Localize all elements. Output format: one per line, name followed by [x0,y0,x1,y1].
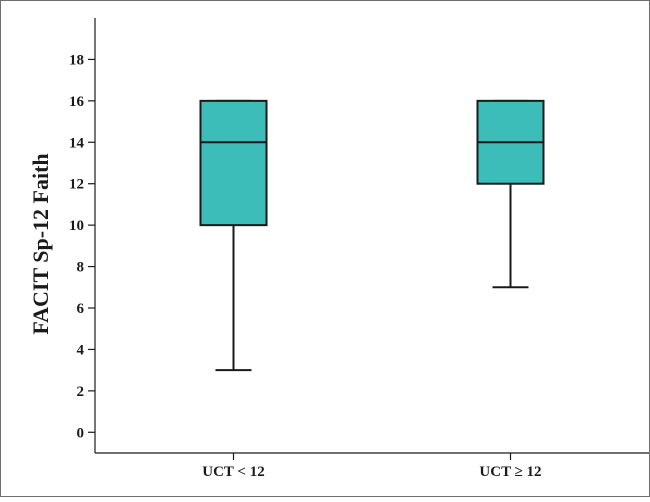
y-tick-label-8: 8 [77,260,85,276]
y-tick-label-4: 4 [77,342,85,358]
boxes [199,99,545,372]
x-category-label-1: UCT ≥ 12 [479,464,541,480]
y-tick-label-0: 0 [77,425,85,441]
y-tick-label-12: 12 [69,177,84,193]
x-category-labels: UCT < 12 UCT ≥ 12 [202,453,542,480]
box-group-1 [476,99,545,289]
x-category-label-0: UCT < 12 [202,464,264,480]
y-tick-label-14: 14 [69,135,85,151]
y-tick-label-2: 2 [77,384,85,400]
y-tick-label-18: 18 [69,52,84,68]
axes [94,18,649,454]
iqr-box-0 [199,99,268,227]
y-tick-label-10: 10 [69,218,84,234]
y-axis-title: FACIT Sp-12 Faith [28,153,53,334]
y-ticks: 0 2 4 6 8 10 12 14 16 18 [69,52,95,441]
box-group-0 [199,99,268,372]
y-tick-label-16: 16 [69,94,85,110]
y-tick-label-6: 6 [77,301,85,317]
